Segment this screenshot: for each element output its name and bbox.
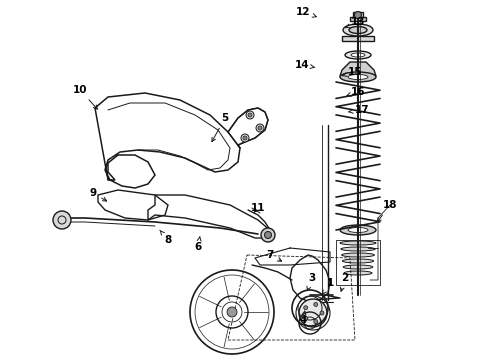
Text: 3: 3 — [307, 273, 316, 291]
Bar — [353, 12, 363, 17]
Ellipse shape — [348, 75, 368, 80]
Text: 7: 7 — [266, 250, 282, 261]
Text: 11: 11 — [251, 203, 265, 213]
Ellipse shape — [349, 27, 367, 33]
Circle shape — [320, 311, 324, 315]
Polygon shape — [340, 62, 376, 76]
Ellipse shape — [342, 253, 374, 257]
Text: 2: 2 — [341, 273, 348, 291]
Ellipse shape — [340, 225, 376, 235]
Circle shape — [256, 124, 264, 132]
Ellipse shape — [341, 247, 375, 251]
Ellipse shape — [343, 259, 373, 263]
Circle shape — [248, 113, 252, 117]
Text: 16: 16 — [347, 87, 365, 97]
Bar — [350, 17, 366, 21]
Circle shape — [304, 306, 308, 310]
Ellipse shape — [340, 72, 376, 82]
Circle shape — [241, 134, 249, 142]
Circle shape — [53, 211, 71, 229]
Circle shape — [243, 136, 247, 140]
Text: 6: 6 — [195, 237, 201, 252]
Ellipse shape — [340, 241, 376, 245]
Ellipse shape — [348, 228, 368, 233]
Circle shape — [261, 228, 275, 242]
Circle shape — [258, 126, 262, 130]
Text: 17: 17 — [349, 105, 369, 115]
Text: 13: 13 — [345, 17, 365, 28]
Circle shape — [314, 320, 318, 324]
Text: 1: 1 — [322, 278, 334, 294]
Ellipse shape — [344, 271, 372, 275]
Bar — [336, 240, 380, 285]
Circle shape — [354, 12, 362, 18]
Ellipse shape — [343, 24, 373, 36]
Ellipse shape — [343, 265, 373, 269]
Circle shape — [265, 231, 271, 239]
Ellipse shape — [351, 53, 365, 57]
Circle shape — [314, 302, 318, 306]
Circle shape — [299, 299, 327, 327]
Bar — [342, 36, 374, 41]
Text: 8: 8 — [160, 230, 172, 245]
Text: 12: 12 — [296, 7, 317, 17]
Text: 9: 9 — [90, 188, 107, 201]
Ellipse shape — [345, 51, 371, 59]
Text: 4: 4 — [299, 311, 307, 325]
Text: 15: 15 — [343, 67, 362, 77]
Circle shape — [246, 111, 254, 119]
Text: 10: 10 — [73, 85, 98, 109]
Circle shape — [304, 316, 308, 320]
Text: 5: 5 — [212, 113, 229, 141]
Text: 18: 18 — [377, 200, 397, 222]
Text: 14: 14 — [294, 60, 315, 70]
Circle shape — [227, 307, 237, 317]
